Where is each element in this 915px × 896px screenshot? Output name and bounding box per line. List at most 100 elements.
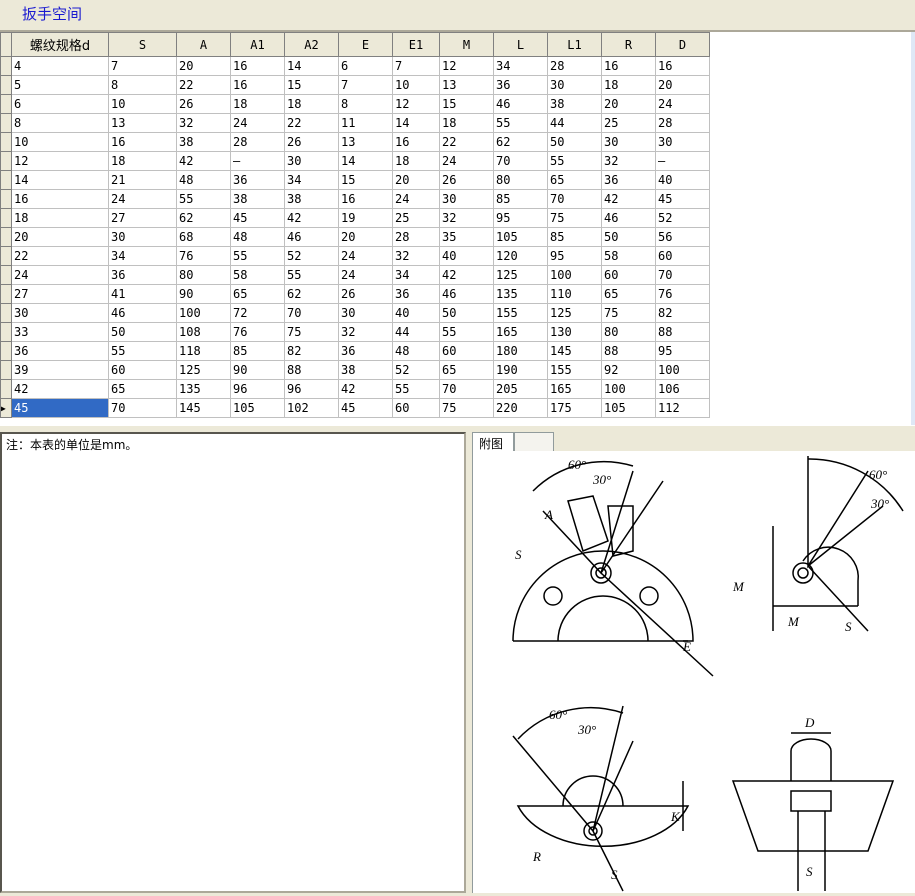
table-row[interactable]: 39 60 125 90 88 38 52 65 190 155 92 100 (0, 360, 710, 380)
table-cell[interactable]: 24 (655, 94, 710, 114)
table-cell[interactable]: 65 (439, 360, 494, 380)
table-cell[interactable]: 27 (11, 284, 109, 304)
table-cell[interactable]: 30 (108, 227, 177, 247)
column-header[interactable]: D (655, 32, 710, 57)
tab-blank[interactable] (514, 432, 554, 452)
table-cell[interactable]: 36 (108, 265, 177, 285)
table-cell[interactable]: 65 (601, 284, 656, 304)
table-cell[interactable]: 19 (338, 208, 393, 228)
table-cell[interactable]: 36 (493, 75, 548, 95)
row-selector[interactable] (0, 360, 12, 380)
column-header[interactable]: L1 (547, 32, 602, 57)
table-cell[interactable]: 40 (392, 303, 440, 323)
table-cell[interactable]: 52 (392, 360, 440, 380)
table-cell[interactable]: 95 (655, 341, 710, 361)
table-cell[interactable]: 36 (230, 170, 285, 190)
table-cell[interactable]: 7 (392, 56, 440, 76)
table-cell[interactable]: 75 (547, 208, 602, 228)
table-cell[interactable]: 95 (493, 208, 548, 228)
table-cell[interactable]: 60 (392, 398, 440, 418)
table-cell[interactable]: 60 (655, 246, 710, 266)
table-cell[interactable]: 16 (338, 189, 393, 209)
table-row[interactable]: 10 16 38 28 26 13 16 22 62 50 30 30 (0, 132, 710, 152)
table-cell[interactable]: 180 (493, 341, 548, 361)
table-row[interactable]: 22 34 76 55 52 24 32 40 120 95 58 60 (0, 246, 710, 266)
table-cell[interactable]: — (230, 151, 285, 171)
table-row[interactable]: 8 13 32 24 22 11 14 18 55 44 25 28 (0, 113, 710, 133)
table-cell[interactable]: 16 (601, 56, 656, 76)
table-cell[interactable]: 50 (439, 303, 494, 323)
table-cell[interactable]: 70 (493, 151, 548, 171)
table-row[interactable]: 20 30 68 48 46 20 28 35 105 85 50 56 (0, 227, 710, 247)
row-selector[interactable] (0, 170, 12, 190)
table-cell[interactable]: 34 (284, 170, 339, 190)
table-cell[interactable]: 82 (284, 341, 339, 361)
table-row[interactable]: 12 18 42—30 14 18 24 70 55 32— (0, 151, 710, 171)
table-cell[interactable]: 8 (11, 113, 109, 133)
table-cell[interactable]: 7 (338, 75, 393, 95)
column-header[interactable]: E (338, 32, 393, 57)
table-cell[interactable]: 106 (655, 379, 710, 399)
table-cell[interactable]: 24 (108, 189, 177, 209)
table-cell[interactable]: 10 (392, 75, 440, 95)
table-cell[interactable]: 42 (284, 208, 339, 228)
table-cell[interactable]: 21 (108, 170, 177, 190)
row-selector[interactable] (0, 246, 12, 266)
table-cell[interactable]: 70 (547, 189, 602, 209)
table-cell[interactable]: 100 (601, 379, 656, 399)
table-cell[interactable]: 11 (338, 113, 393, 133)
row-selector[interactable] (0, 113, 12, 133)
table-cell[interactable]: 16 (108, 132, 177, 152)
table-cell[interactable]: 65 (547, 170, 602, 190)
table-cell[interactable]: 30 (11, 303, 109, 323)
table-cell[interactable]: 36 (11, 341, 109, 361)
table-cell[interactable]: 60 (439, 341, 494, 361)
column-header[interactable]: R (601, 32, 656, 57)
table-cell[interactable]: 30 (655, 132, 710, 152)
table-cell[interactable]: 55 (230, 246, 285, 266)
table-cell[interactable]: 76 (655, 284, 710, 304)
table-cell[interactable]: 5 (11, 75, 109, 95)
table-cell[interactable]: — (655, 151, 710, 171)
table-cell[interactable]: 125 (493, 265, 548, 285)
table-cell[interactable]: 35 (439, 227, 494, 247)
table-cell[interactable]: 58 (230, 265, 285, 285)
table-cell[interactable]: 14 (11, 170, 109, 190)
table-cell[interactable]: 45 (230, 208, 285, 228)
table-cell[interactable]: 62 (284, 284, 339, 304)
table-cell[interactable]: 38 (284, 189, 339, 209)
table-cell[interactable]: 13 (108, 113, 177, 133)
table-cell[interactable]: 8 (338, 94, 393, 114)
table-cell[interactable]: 125 (176, 360, 231, 380)
column-header[interactable]: E1 (392, 32, 440, 57)
table-cell[interactable]: 55 (493, 113, 548, 133)
table-cell[interactable]: 46 (284, 227, 339, 247)
table-cell[interactable]: 175 (547, 398, 602, 418)
table-cell[interactable]: 13 (439, 75, 494, 95)
tab-figure[interactable]: 附图 (472, 432, 514, 452)
table-cell[interactable]: 88 (284, 360, 339, 380)
table-cell[interactable]: 85 (493, 189, 548, 209)
table-row[interactable]: 33 50 108 76 75 32 44 55 165 130 80 88 (0, 322, 710, 342)
table-cell[interactable]: 45 (11, 398, 109, 418)
table-cell[interactable]: 145 (547, 341, 602, 361)
table-row[interactable]: 24 36 80 58 55 24 34 42 125 100 60 70 (0, 265, 710, 285)
table-cell[interactable]: 25 (601, 113, 656, 133)
row-selector[interactable]: ▶ (0, 398, 12, 418)
table-cell[interactable]: 68 (176, 227, 231, 247)
table-cell[interactable]: 55 (108, 341, 177, 361)
row-selector[interactable] (0, 227, 12, 247)
row-selector[interactable] (0, 284, 12, 304)
table-cell[interactable]: 80 (176, 265, 231, 285)
table-cell[interactable]: 12 (11, 151, 109, 171)
row-selector[interactable] (0, 132, 12, 152)
table-cell[interactable]: 105 (493, 227, 548, 247)
table-cell[interactable]: 190 (493, 360, 548, 380)
table-cell[interactable]: 8 (108, 75, 177, 95)
table-cell[interactable]: 36 (392, 284, 440, 304)
table-cell[interactable]: 24 (338, 246, 393, 266)
table-cell[interactable]: 16 (230, 56, 285, 76)
table-cell[interactable]: 165 (493, 322, 548, 342)
table-cell[interactable]: 130 (547, 322, 602, 342)
table-cell[interactable]: 46 (439, 284, 494, 304)
